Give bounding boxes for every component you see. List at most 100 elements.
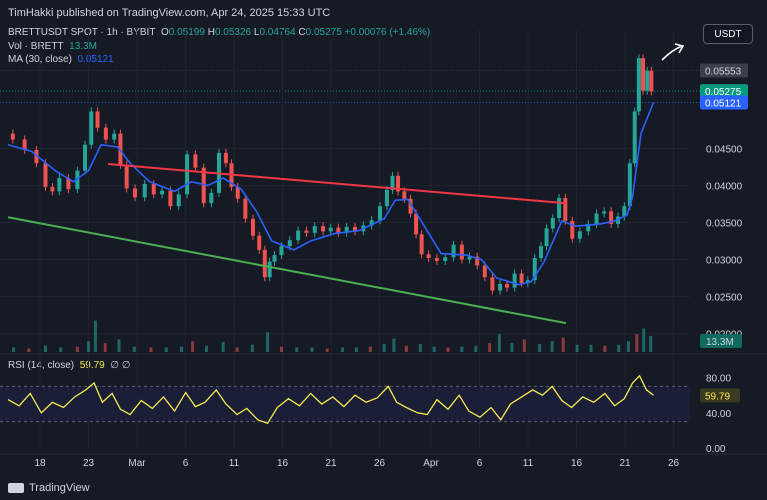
rsi-line [7, 374, 654, 425]
volume-bar [180, 346, 184, 352]
support-trendline [7, 216, 567, 325]
price-tag-box [700, 84, 748, 99]
volume-bar [325, 348, 329, 352]
candle-body [185, 154, 190, 195]
candle-body [262, 249, 267, 278]
volume-bar [43, 345, 47, 352]
close-value: 0.05275 [305, 27, 342, 38]
candle-body [353, 226, 358, 232]
candle-body [649, 70, 654, 92]
candle-body [209, 192, 214, 204]
publisher-header: TimHakki published on TradingView.com, A… [8, 7, 331, 19]
time-tick-label: 6 [183, 458, 189, 469]
price-tag-label: 0.05121 [705, 98, 742, 109]
ma-value: 0.05121 [77, 54, 114, 65]
grid [0, 30, 767, 455]
volume-bar [266, 332, 270, 352]
low-label: L [253, 27, 260, 38]
time-tick-label: 21 [619, 458, 631, 469]
candle-body [176, 194, 181, 207]
price-tick-label: 0.04500 [706, 144, 743, 155]
volume-bar [474, 345, 478, 352]
candle-body [586, 223, 591, 232]
volume-bar [250, 344, 254, 352]
rsi-pane [0, 374, 690, 425]
volume-bar [341, 347, 345, 352]
candle-body [328, 227, 333, 232]
time-tick-label: 26 [668, 458, 680, 469]
volume-label: Vol · BRETT [8, 41, 64, 52]
arrow-annotation [661, 43, 685, 61]
candle-body [124, 164, 129, 189]
candle-body [89, 111, 94, 145]
volume-bar [575, 344, 579, 352]
candle-body [577, 231, 582, 239]
high-label: H [207, 27, 215, 38]
candle-body [50, 186, 55, 192]
candle-body [10, 133, 15, 140]
candle-body [622, 206, 627, 217]
candle-body [426, 254, 431, 258]
volume-bar [75, 346, 79, 352]
volume-bar [589, 344, 593, 352]
candle-body [168, 190, 173, 207]
volume-value: 13.3M [69, 41, 97, 52]
candle-body [34, 149, 39, 164]
candle-body [304, 230, 309, 233]
rsi-tick-label: 40.00 [706, 409, 731, 420]
time-tick-label: 11 [523, 458, 534, 469]
price-tag-label: 0.05275 [705, 87, 742, 98]
candle-body [336, 227, 341, 233]
candle-body [459, 244, 464, 260]
candle-body [267, 261, 272, 278]
rsi-extra: ∅ ∅ [110, 360, 131, 371]
time-tick-label: 23 [83, 458, 95, 469]
ma-series [7, 102, 655, 286]
candle-body [384, 189, 389, 207]
price-tick-label: 0.03000 [706, 255, 743, 266]
breakout-arrow [661, 45, 683, 61]
time-tick-label: 6 [477, 458, 483, 469]
candle-body [75, 170, 80, 190]
volume-bar [522, 339, 526, 352]
rsi-tick-label: 0.00 [706, 444, 726, 455]
volume-bar [488, 343, 492, 352]
rsi-label: RSI (14, close) [8, 360, 75, 371]
price-tag-box [700, 95, 748, 110]
volume-bar [418, 343, 422, 352]
volume-bar [510, 343, 514, 352]
volume-bar [642, 328, 646, 352]
volume-bar [132, 346, 136, 352]
candle-body [287, 240, 292, 247]
candle-body [443, 257, 448, 261]
volume-bar [149, 347, 153, 352]
volume-bar [649, 335, 653, 352]
volume-tag-box [700, 334, 742, 348]
change-value: +0.00076 (+1.46%) [344, 27, 431, 38]
volume-bar [279, 346, 283, 352]
candle-body [250, 218, 255, 236]
currency-button[interactable]: USDT [703, 24, 753, 44]
open-value: 0.05199 [168, 27, 205, 38]
volume-bar [221, 342, 225, 352]
rsi-value: 59.79 [79, 360, 105, 371]
candle-body [66, 178, 71, 190]
candle-body [243, 198, 248, 219]
candle-body [193, 154, 198, 168]
candle-body [344, 226, 349, 233]
candle-body [321, 226, 326, 232]
rsi-tag-box [700, 388, 740, 403]
candle-body [539, 246, 544, 258]
volume-bar [538, 343, 542, 352]
volume-bar [164, 347, 168, 352]
candle-body [467, 256, 472, 260]
time-tick-label: 21 [325, 458, 337, 469]
volume-bar [603, 345, 607, 352]
footer: TradingView [8, 482, 90, 494]
candle-body [616, 216, 621, 224]
time-tick-label: 11 [229, 458, 240, 469]
footer-brand: TradingView [29, 482, 90, 494]
volume-bar [103, 343, 107, 352]
candle-body [279, 246, 284, 256]
